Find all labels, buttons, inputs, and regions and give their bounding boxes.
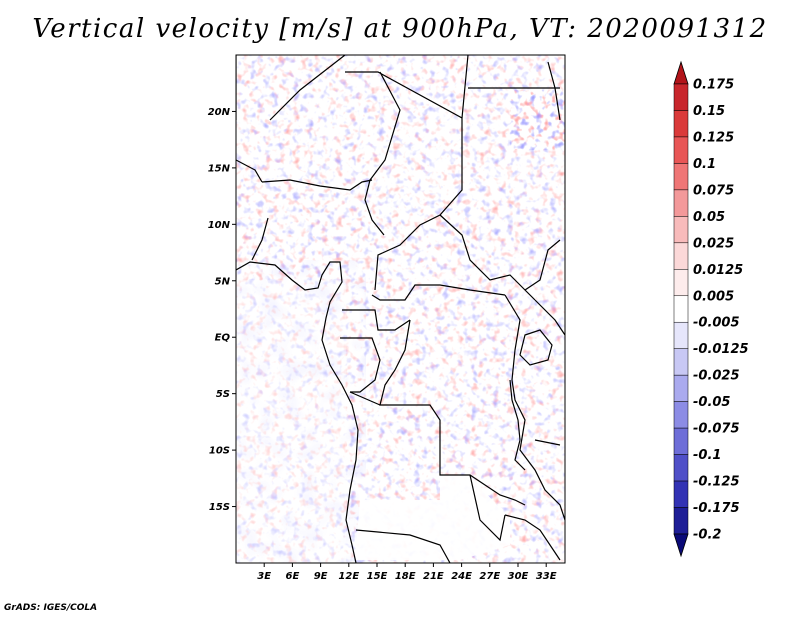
colorbar-level-label: -0.2: [693, 528, 721, 543]
colorbar-top-arrow: [673, 60, 689, 85]
map-title: Vertical velocity [m/s] at 900hPa, VT: 2…: [32, 14, 768, 44]
lon-tick-label: 30E: [508, 571, 529, 582]
country-borders: [236, 55, 565, 563]
colorbar-level-label: 0.0125: [693, 263, 743, 278]
map-frame: [235, 54, 566, 564]
colorbar-swatch: [673, 374, 689, 402]
colorbar-level-label: 0.1: [693, 157, 716, 172]
lon-tick-label: 33E: [536, 571, 557, 582]
lat-tick-label: 5N: [215, 276, 231, 287]
colorbar-swatch: [673, 189, 689, 217]
colorbar-level-label: 0.05: [693, 210, 725, 225]
lon-tick-label: 18E: [395, 571, 416, 582]
colorbar-swatch: [673, 454, 689, 482]
grads-credit: GrADS: IGES/COLA: [4, 603, 98, 613]
colorbar-swatch: [673, 295, 689, 323]
longitude-axis: 3E 6E 9E 12E 15E 18E 21E 24E 27E 30E 33E: [257, 563, 557, 582]
lon-tick-label: 6E: [286, 571, 300, 582]
lon-tick-label: 27E: [479, 571, 500, 582]
lat-tick-label: 5S: [216, 389, 230, 400]
colorbar-level-label: 0.175: [693, 78, 734, 93]
colorbar-swatch: [673, 480, 689, 508]
colorbar-swatch: [673, 401, 689, 429]
colorbar-level-label: -0.005: [693, 316, 740, 331]
colorbar-level-label: -0.125: [693, 475, 740, 490]
colorbar-level-label: 0.15: [693, 104, 725, 119]
colorbar-level-label: -0.1: [693, 448, 721, 463]
lat-tick-label: 10N: [208, 220, 231, 231]
velocity-field: [236, 55, 565, 563]
lon-tick-label: 21E: [423, 571, 444, 582]
colorbar: 0.175 0.15 0.125 0.1 0.075 0.05 0.025 0.0125 0.0…: [673, 60, 749, 558]
colorbar-level-label: 0.075: [693, 183, 734, 198]
colorbar-swatch: [673, 83, 689, 111]
lat-tick-label: 20N: [208, 107, 231, 118]
lat-tick-label: 15S: [209, 502, 230, 513]
colorbar-swatch: [673, 321, 689, 349]
colorbar-level-label: 0.025: [693, 236, 734, 251]
colorbar-level-label: -0.0125: [693, 342, 749, 357]
colorbar-level-label: -0.05: [693, 395, 730, 410]
colorbar-swatch: [673, 427, 689, 455]
colorbar-level-label: -0.025: [693, 369, 740, 384]
colorbar-swatch: [673, 136, 689, 164]
lon-tick-label: 3E: [257, 571, 271, 582]
colorbar-swatch: [673, 216, 689, 244]
colorbar-swatch: [673, 348, 689, 376]
lat-tick-label: EQ: [215, 333, 231, 344]
colorbar-level-label: 0.125: [693, 130, 734, 145]
colorbar-swatch: [673, 110, 689, 138]
colorbar-bottom-arrow: [673, 533, 689, 558]
lon-tick-label: 15E: [367, 571, 388, 582]
colorbar-swatch: [673, 163, 689, 191]
colorbar-level-label: 0.005: [693, 289, 734, 304]
colorbar-swatch: [673, 242, 689, 270]
lon-tick-label: 9E: [314, 571, 328, 582]
lon-tick-label: 24E: [451, 571, 472, 582]
latitude-axis: 20N 15N 10N 5N EQ 5S 10S 15S: [208, 107, 236, 513]
lat-tick-label: 15N: [208, 163, 231, 174]
lon-tick-label: 12E: [338, 571, 359, 582]
colorbar-swatch: [673, 507, 689, 535]
colorbar-swatch: [673, 269, 689, 297]
colorbar-level-label: -0.175: [693, 501, 740, 516]
lat-tick-label: 10S: [209, 446, 230, 457]
colorbar-level-label: -0.075: [693, 422, 740, 437]
